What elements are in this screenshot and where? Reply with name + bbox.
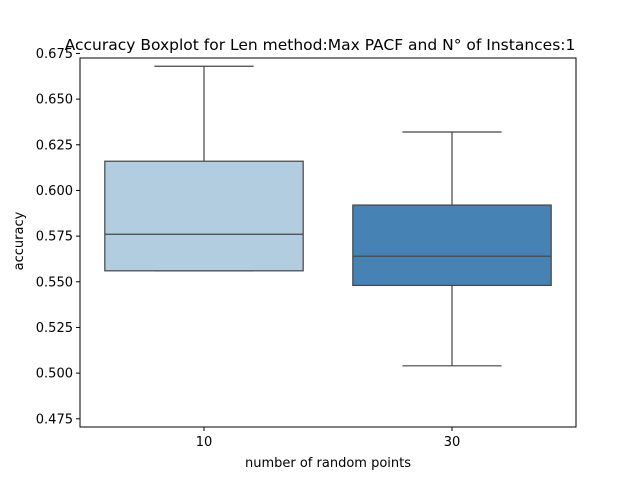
y-tick-label: 0.475: [36, 412, 73, 427]
plot-area: 0.475 0.500 0.525 0.550 0.575 0.600 0.625 0.650…: [36, 47, 577, 450]
y-axis-label: accuracy: [12, 211, 27, 270]
y-tick-label: 0.675: [36, 47, 73, 62]
y-tick-label: 0.550: [36, 275, 73, 290]
chart-title: Accuracy Boxplot for Len method:Max PACF…: [65, 36, 576, 54]
box-10: [104, 160, 304, 272]
axes-frame: [79, 57, 577, 428]
y-tick-label: 0.650: [36, 93, 73, 108]
x-tick-label: 10: [196, 435, 213, 450]
y-tick-label: 0.525: [36, 321, 73, 336]
x-tick-label: 30: [444, 435, 461, 450]
box-30: [352, 204, 552, 287]
y-tick-label: 0.600: [36, 184, 73, 199]
x-axis-label: number of random points: [245, 456, 411, 471]
y-tick-label: 0.500: [36, 367, 73, 382]
y-tick-label: 0.625: [36, 138, 73, 153]
y-tick-label: 0.575: [36, 230, 73, 245]
